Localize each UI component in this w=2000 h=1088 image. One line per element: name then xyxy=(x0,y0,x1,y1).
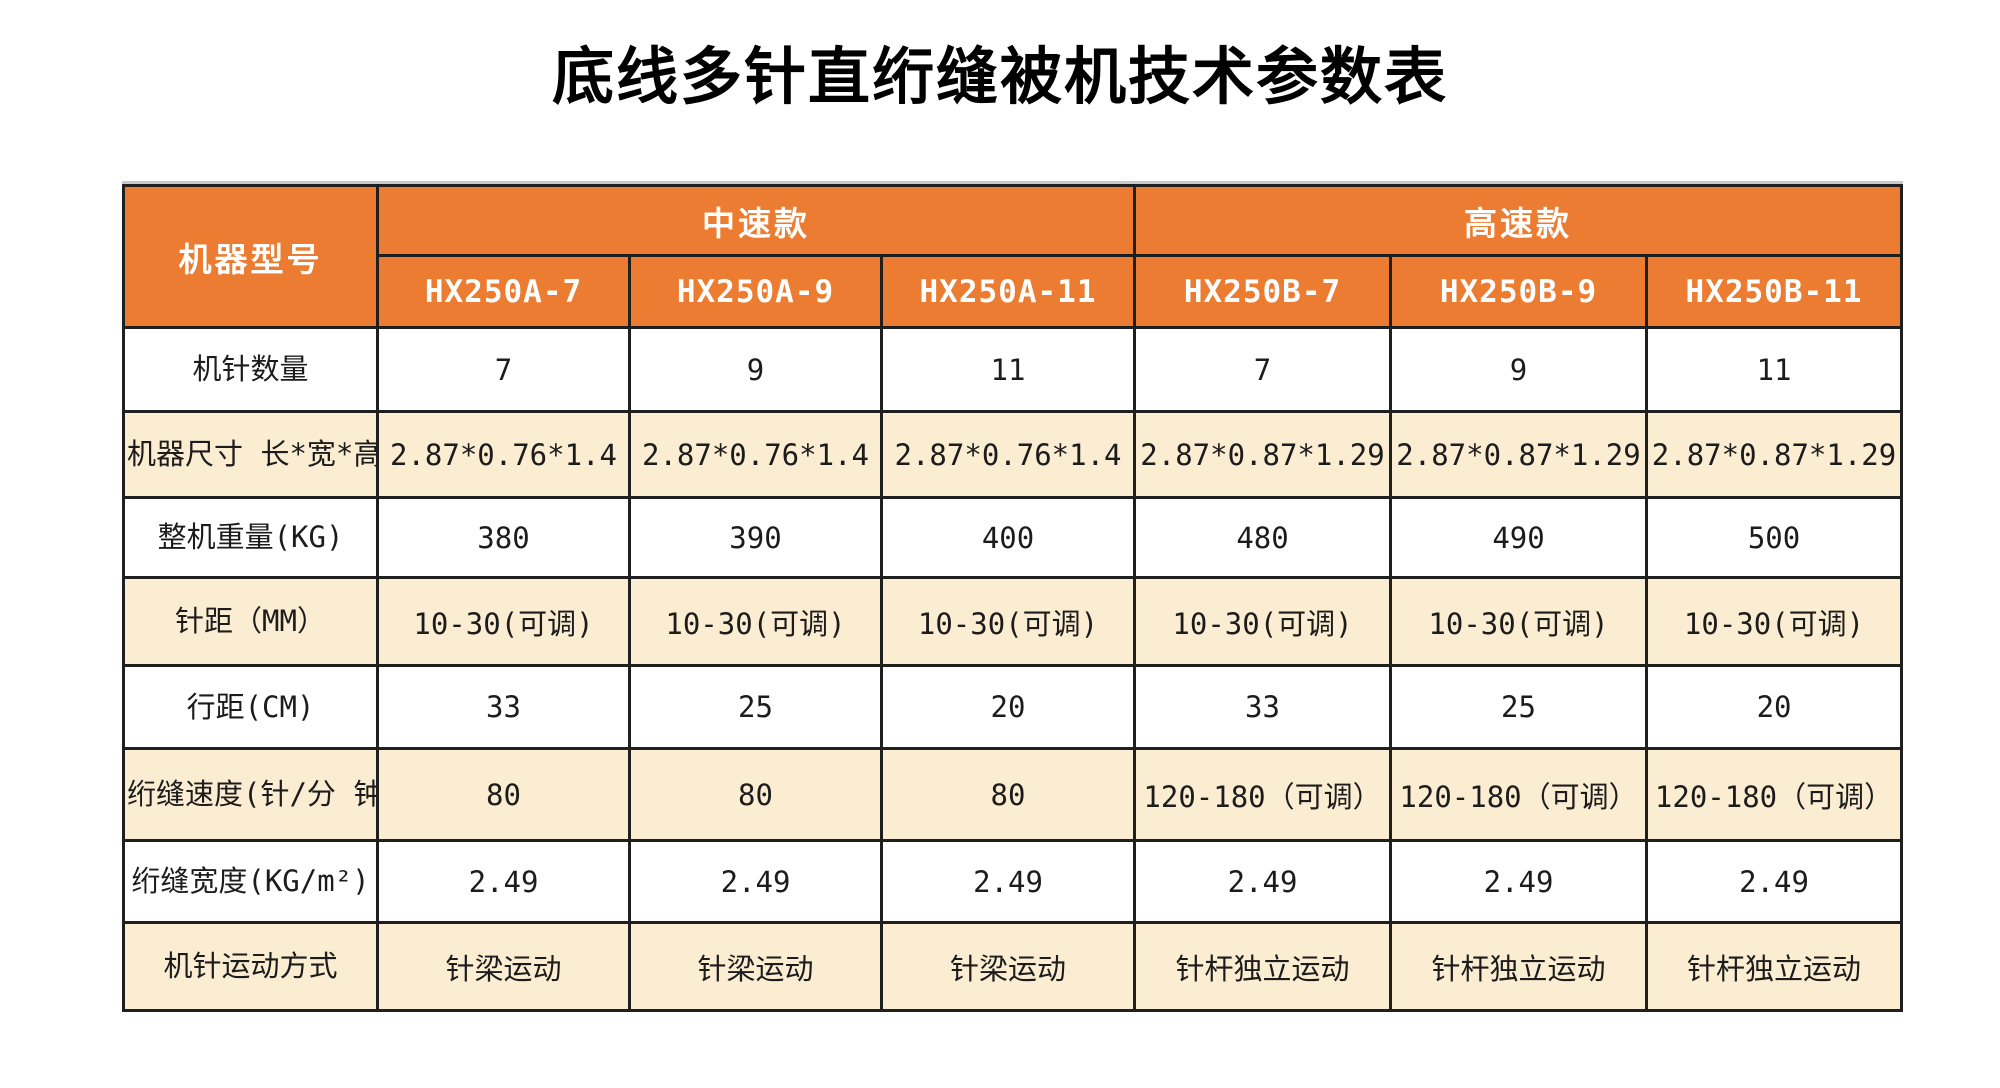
model-header-hx250a-9: HX250A-9 xyxy=(628,254,883,329)
spec-value: 9 xyxy=(628,326,883,413)
spec-value: 80 xyxy=(628,747,883,842)
row-label: 绗缝宽度(KG/m²) xyxy=(122,839,379,924)
spec-value: 针梁运动 xyxy=(376,921,631,1012)
spec-value: 80 xyxy=(879,747,1137,842)
spec-value: 针杆独立运动 xyxy=(1389,921,1649,1012)
spec-value: 2.87*0.76*1.4 xyxy=(376,410,631,499)
spec-value: 10-30(可调) xyxy=(376,576,631,667)
spec-value: 25 xyxy=(1389,664,1649,750)
spec-value: 2.87*0.87*1.29 xyxy=(1389,410,1649,499)
spec-value: 480 xyxy=(1133,496,1393,579)
row-quilting-width: 绗缝宽度(KG/m²) 2.49 2.49 2.49 2.49 2.49 2.4… xyxy=(122,839,1904,924)
spec-value: 2.87*0.87*1.29 xyxy=(1645,410,1904,499)
row-machine-weight: 整机重量(KG) 380 390 400 480 490 500 xyxy=(122,496,1904,579)
spec-value: 10-30(可调) xyxy=(879,576,1137,667)
group-high-speed: 高速款 xyxy=(1133,184,1904,257)
spec-value: 390 xyxy=(628,496,883,579)
spec-value: 20 xyxy=(879,664,1137,750)
header-group-row: 机器型号 中速款 高速款 xyxy=(122,184,1904,329)
spec-value: 10-30(可调) xyxy=(1645,576,1904,667)
spec-value: 20 xyxy=(1645,664,1904,750)
spec-value: 2.87*0.87*1.29 xyxy=(1133,410,1393,499)
spec-value: 120-180（可调） xyxy=(1389,747,1649,842)
model-header-hx250a-7: HX250A-7 xyxy=(376,254,631,329)
spec-table: 机器型号 中速款 高速款 HX250A-7 HX250A-9 HX250A-11… xyxy=(122,184,1904,1012)
spec-value: 80 xyxy=(376,747,631,842)
spec-value: 500 xyxy=(1645,496,1904,579)
spec-value: 11 xyxy=(879,326,1137,413)
spec-value: 2.49 xyxy=(628,839,883,924)
spec-value: 25 xyxy=(628,664,883,750)
spec-value: 10-30(可调) xyxy=(1389,576,1649,667)
spec-value: 120-180（可调） xyxy=(1133,747,1393,842)
spec-value: 2.49 xyxy=(879,839,1137,924)
spec-value: 2.49 xyxy=(1133,839,1393,924)
spec-value: 7 xyxy=(1133,326,1393,413)
spec-value: 2.87*0.76*1.4 xyxy=(879,410,1137,499)
model-header-hx250b-11: HX250B-11 xyxy=(1645,254,1904,329)
row-quilting-speed: 绗缝速度(针/分 钟) 80 80 80 120-180（可调） 120-180… xyxy=(122,747,1904,842)
row-label: 针距（MM） xyxy=(122,576,379,667)
row-label: 绗缝速度(针/分 钟) xyxy=(122,747,379,842)
spec-value: 针梁运动 xyxy=(628,921,883,1012)
row-needle-pitch: 针距（MM） 10-30(可调) 10-30(可调) 10-30(可调) 10-… xyxy=(122,576,1904,667)
row-label: 机针运动方式 xyxy=(122,921,379,1012)
spec-value: 33 xyxy=(376,664,631,750)
header-models-row: HX250A-7 HX250A-9 HX250A-11 HX250B-7 HX2… xyxy=(124,254,1904,329)
row-needle-motion-mode: 机针运动方式 针梁运动 针梁运动 针梁运动 针杆独立运动 针杆独立运动 针杆独立… xyxy=(122,921,1904,1012)
spec-value: 针梁运动 xyxy=(879,921,1137,1012)
row-label: 行距(CM) xyxy=(122,664,379,750)
spec-value: 2.87*0.76*1.4 xyxy=(628,410,883,499)
spec-value: 9 xyxy=(1389,326,1649,413)
spec-value: 10-30(可调) xyxy=(1133,576,1393,667)
spec-value: 33 xyxy=(1133,664,1393,750)
spec-value: 针杆独立运动 xyxy=(1645,921,1904,1012)
row-needle-count: 机针数量 7 9 11 7 9 11 xyxy=(122,326,1904,413)
spec-value: 10-30(可调) xyxy=(628,576,883,667)
spec-value: 7 xyxy=(376,326,631,413)
spec-value: 490 xyxy=(1389,496,1649,579)
spec-value: 2.49 xyxy=(1645,839,1904,924)
spec-value: 2.49 xyxy=(376,839,631,924)
row-label: 机针数量 xyxy=(122,326,379,413)
row-label: 机器尺寸 长*宽*高(M) xyxy=(122,410,379,499)
page-title: 底线多针直绗缝被机技术参数表 xyxy=(551,43,1448,112)
spec-value: 11 xyxy=(1645,326,1904,413)
row-row-spacing: 行距(CM) 33 25 20 33 25 20 xyxy=(122,664,1904,750)
row-label: 整机重量(KG) xyxy=(122,496,379,579)
model-header-hx250b-7: HX250B-7 xyxy=(1133,254,1393,329)
spec-value: 2.49 xyxy=(1389,839,1649,924)
row-machine-dimensions: 机器尺寸 长*宽*高(M) 2.87*0.76*1.4 2.87*0.76*1.… xyxy=(122,410,1904,499)
group-medium-speed: 中速款 xyxy=(375,184,1137,257)
spec-value: 针杆独立运动 xyxy=(1133,921,1393,1012)
machine-model-corner-cell: 机器型号 xyxy=(122,184,379,329)
spec-value: 120-180（可调） xyxy=(1645,747,1904,842)
spec-value: 400 xyxy=(879,496,1137,579)
model-header-hx250a-11: HX250A-11 xyxy=(879,254,1137,329)
model-header-hx250b-9: HX250B-9 xyxy=(1389,254,1649,329)
spec-value: 380 xyxy=(376,496,631,579)
